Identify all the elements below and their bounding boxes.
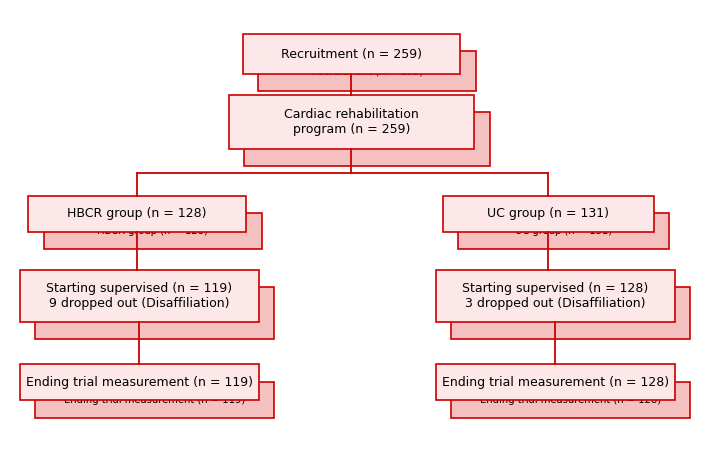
Text: Ending trial measurement (n = 128): Ending trial measurement (n = 128): [480, 395, 661, 404]
Text: Recruitment (n = 259): Recruitment (n = 259): [310, 66, 423, 76]
Text: HBCR group (n = 128): HBCR group (n = 128): [98, 226, 208, 236]
Text: UC group (n = 131): UC group (n = 131): [488, 207, 609, 220]
Text: 3 dropped out (Disaffiliation): 3 dropped out (Disaffiliation): [499, 308, 642, 318]
Text: Ending trial measurement (n = 119): Ending trial measurement (n = 119): [26, 376, 253, 389]
FancyBboxPatch shape: [436, 270, 675, 322]
FancyBboxPatch shape: [20, 270, 259, 322]
FancyBboxPatch shape: [44, 213, 262, 249]
Text: HBCR group (n = 128): HBCR group (n = 128): [67, 207, 207, 220]
Text: Starting supervised (n = 119)
9 dropped out (Disaffiliation): Starting supervised (n = 119) 9 dropped …: [46, 282, 232, 310]
Text: Cardiac rehabilitation
program (n = 259): Cardiac rehabilitation program (n = 259): [284, 107, 419, 135]
Text: 9 dropped out (Disaffiliation): 9 dropped out (Disaffiliation): [82, 308, 227, 318]
Text: Starting supervised (n = 128)
3 dropped out (Disaffiliation): Starting supervised (n = 128) 3 dropped …: [462, 282, 648, 310]
FancyBboxPatch shape: [35, 287, 274, 339]
FancyBboxPatch shape: [458, 213, 669, 249]
Text: Recruitment (n = 259): Recruitment (n = 259): [281, 48, 422, 61]
FancyBboxPatch shape: [258, 51, 476, 91]
FancyBboxPatch shape: [229, 95, 475, 149]
Text: program (n = 259): program (n = 259): [320, 134, 414, 144]
FancyBboxPatch shape: [35, 381, 274, 418]
Text: Ending trial measurement (n = 128): Ending trial measurement (n = 128): [442, 376, 669, 389]
FancyBboxPatch shape: [436, 364, 675, 400]
Text: Ending trial measurement (n = 119): Ending trial measurement (n = 119): [64, 395, 245, 404]
FancyBboxPatch shape: [242, 34, 460, 74]
Text: UC group (n = 131): UC group (n = 131): [515, 226, 612, 236]
FancyBboxPatch shape: [244, 112, 490, 166]
FancyBboxPatch shape: [20, 364, 259, 400]
FancyBboxPatch shape: [28, 196, 246, 232]
FancyBboxPatch shape: [451, 381, 690, 418]
FancyBboxPatch shape: [451, 287, 690, 339]
FancyBboxPatch shape: [443, 196, 654, 232]
